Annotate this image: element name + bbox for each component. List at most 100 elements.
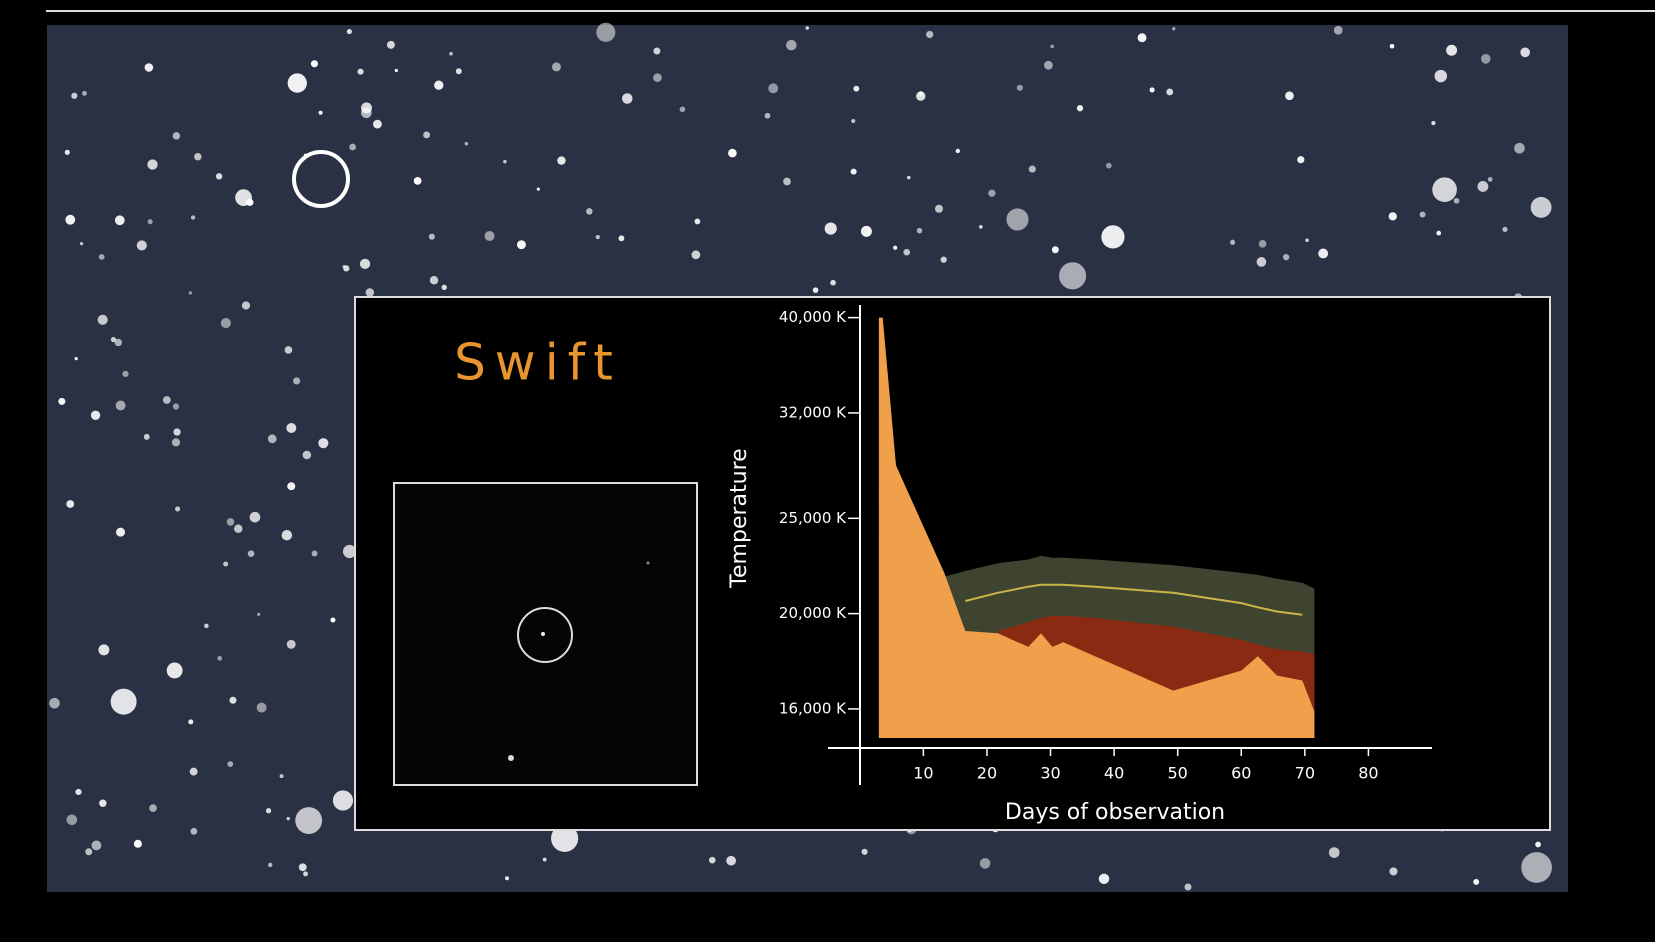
chart: 16,000 K 20,000 K 25,000 K 32,000 K 40,000 K…	[779, 305, 1432, 785]
star	[1530, 196, 1552, 218]
y-tick-label: 16,000 K	[779, 699, 847, 717]
star	[1520, 47, 1530, 58]
star	[1333, 25, 1343, 35]
star	[1502, 226, 1508, 233]
star	[64, 149, 70, 155]
star	[768, 83, 779, 94]
star	[188, 719, 194, 725]
star	[227, 761, 234, 767]
x-tick-label: 70	[1295, 764, 1315, 783]
star	[484, 230, 495, 242]
x-tick-label: 60	[1231, 764, 1251, 783]
star	[916, 227, 923, 234]
star	[505, 876, 509, 881]
star	[171, 438, 181, 447]
star	[226, 518, 235, 526]
y-tick-label: 20,000 K	[779, 604, 847, 622]
star	[99, 799, 107, 807]
star	[58, 397, 66, 405]
star	[1051, 246, 1059, 254]
star	[455, 68, 462, 75]
star	[621, 93, 633, 104]
star	[926, 30, 934, 39]
star	[1434, 69, 1448, 83]
star	[279, 774, 284, 779]
star	[551, 62, 561, 72]
star	[98, 644, 110, 656]
star	[1436, 230, 1442, 236]
star	[74, 357, 78, 361]
star	[413, 177, 422, 185]
star	[1480, 54, 1491, 64]
star	[249, 511, 261, 523]
star	[172, 132, 181, 140]
star	[114, 338, 122, 347]
star	[1431, 121, 1436, 126]
source-circle	[517, 607, 573, 663]
star	[229, 696, 237, 704]
star	[98, 254, 105, 260]
star	[342, 264, 346, 269]
star	[423, 131, 431, 139]
star	[235, 189, 252, 206]
star	[860, 225, 872, 237]
star	[220, 318, 231, 329]
star	[955, 148, 960, 154]
star	[824, 222, 837, 235]
star	[147, 219, 153, 225]
star	[536, 187, 540, 191]
star	[428, 233, 435, 240]
star	[903, 248, 911, 256]
star	[653, 47, 661, 55]
star	[595, 235, 600, 240]
star	[91, 840, 102, 851]
star	[97, 314, 108, 325]
star	[979, 858, 991, 869]
y-tick-label: 40,000 K	[779, 308, 847, 326]
star	[1477, 181, 1489, 192]
star	[330, 617, 336, 623]
star	[1043, 60, 1053, 70]
star	[257, 612, 261, 616]
star	[332, 790, 354, 811]
star	[551, 824, 579, 852]
star	[586, 208, 593, 215]
star	[429, 276, 439, 285]
star	[110, 688, 137, 715]
star	[286, 639, 296, 649]
star	[1473, 878, 1480, 885]
star	[247, 550, 255, 557]
star	[434, 80, 444, 90]
star	[172, 403, 180, 410]
star	[1050, 44, 1054, 49]
star	[1285, 91, 1294, 101]
star	[190, 215, 196, 220]
star	[365, 288, 375, 297]
star	[1305, 238, 1309, 243]
star	[516, 240, 526, 250]
star	[1076, 105, 1084, 112]
star	[346, 29, 352, 35]
star	[310, 60, 319, 68]
star	[1328, 847, 1340, 858]
star	[934, 204, 943, 213]
star	[1230, 239, 1236, 245]
star	[708, 856, 716, 864]
star	[1098, 873, 1110, 885]
x-tick-label: 40	[1104, 764, 1124, 783]
line	[965, 583, 1303, 616]
star	[133, 839, 142, 848]
star	[147, 159, 158, 170]
star	[596, 22, 616, 42]
star	[144, 63, 154, 72]
star	[783, 177, 791, 186]
star	[204, 623, 209, 629]
star	[1149, 87, 1155, 93]
star	[75, 788, 82, 796]
star	[287, 482, 296, 491]
star	[267, 434, 277, 444]
star	[1059, 262, 1087, 290]
y-tick-label: 32,000 K	[779, 403, 847, 421]
star	[1006, 208, 1029, 231]
star	[190, 827, 198, 835]
